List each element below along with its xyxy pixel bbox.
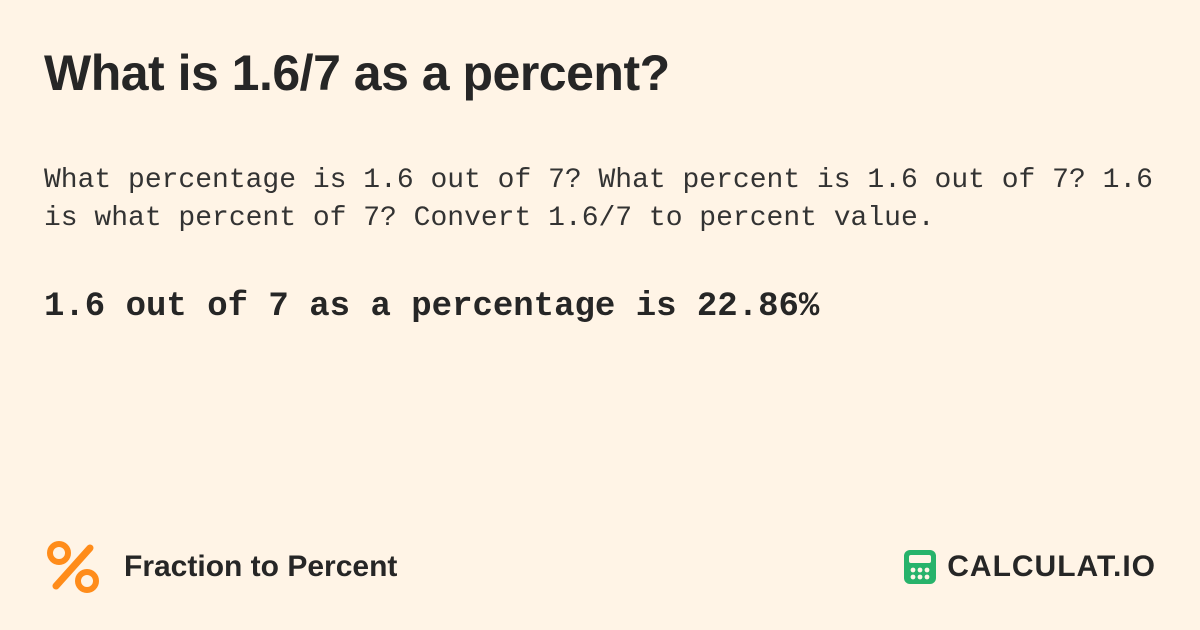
brand-text: CALCULAT.IO (947, 550, 1156, 584)
calculator-icon (901, 548, 939, 586)
page-title: What is 1.6/7 as a percent? (44, 44, 1156, 102)
footer-label: Fraction to Percent (124, 550, 397, 584)
footer-left: Fraction to Percent (44, 538, 397, 596)
footer: Fraction to Percent CALCULAT.IO (0, 522, 1200, 630)
question-description: What percentage is 1.6 out of 7? What pe… (44, 162, 1154, 238)
answer-text: 1.6 out of 7 as a percentage is 22.86% (44, 288, 1156, 326)
percent-icon (44, 538, 102, 596)
brand: CALCULAT.IO (901, 548, 1156, 586)
